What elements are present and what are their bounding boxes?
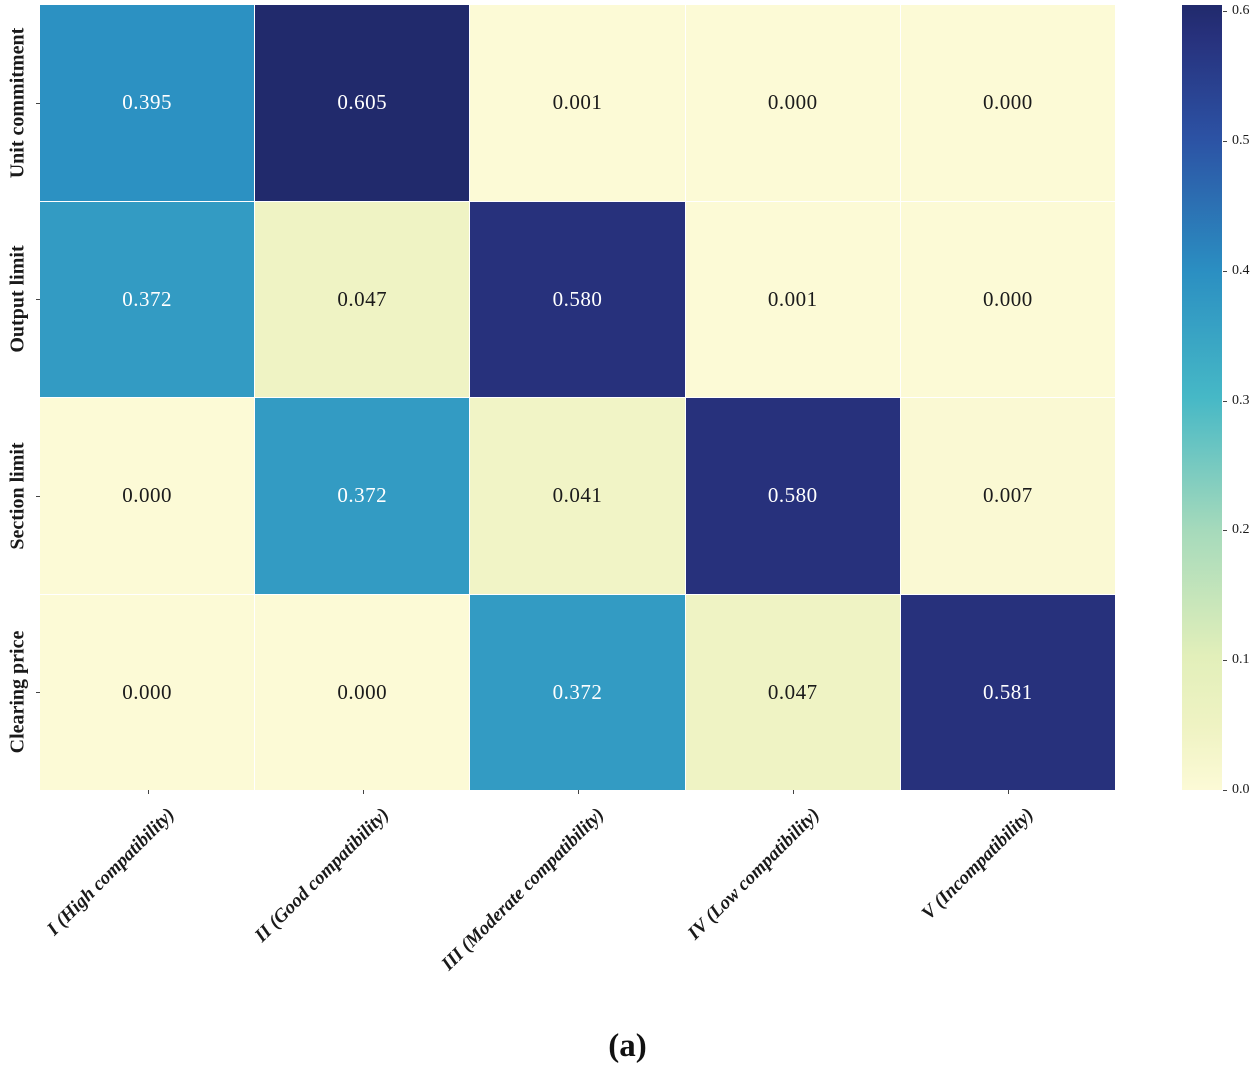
y-axis-label: Clearing price — [6, 630, 29, 754]
y-axis-tick — [36, 299, 40, 301]
colorbar-tick-label: 0.6 — [1232, 3, 1250, 19]
x-axis-label: I (High compatibility) — [42, 804, 179, 940]
heatmap-cell: 0.000 — [900, 5, 1115, 201]
x-axis-tick — [577, 790, 579, 794]
x-axis-tick — [1007, 790, 1009, 794]
colorbar-tick — [1223, 11, 1227, 13]
heatmap-cell: 0.001 — [685, 201, 900, 397]
x-axis-tick — [792, 790, 794, 794]
y-axis-tick — [36, 495, 40, 497]
colorbar-tick-label: 0.1 — [1232, 652, 1250, 668]
heatmap-plot: 0.395 0.605 0.001 0.000 0.000 0.372 0.047 0.580… — [40, 5, 1115, 790]
x-axis-label: II (Good compatibility) — [250, 804, 394, 947]
heatmap-cell: 0.000 — [40, 398, 255, 594]
colorbar-tick — [1223, 270, 1227, 272]
heatmap-cell: 0.041 — [470, 398, 685, 594]
figure-caption: (a) — [608, 1028, 647, 1064]
colorbar-tick-label: 0.5 — [1232, 133, 1250, 149]
heatmap-cell: 0.000 — [900, 201, 1115, 397]
y-axis-label: Unit commitment — [6, 27, 29, 179]
colorbar-tick-label: 0.3 — [1232, 392, 1250, 408]
colorbar-tick-label: 0.0 — [1232, 782, 1250, 797]
colorbar-tick — [1223, 530, 1227, 532]
y-axis-tick — [36, 691, 40, 693]
colorbar — [1182, 5, 1222, 790]
x-axis-label: III (Moderate compatibility) — [437, 804, 609, 975]
heatmap-cell: 0.372 — [40, 201, 255, 397]
x-axis-label: V (Incompatibility) — [918, 804, 1039, 925]
colorbar-tick — [1223, 790, 1227, 791]
heatmap-cell: 0.395 — [40, 5, 255, 201]
heatmap-cell: 0.605 — [255, 5, 470, 201]
heatmap-cell: 0.372 — [255, 398, 470, 594]
colorbar-tick — [1223, 400, 1227, 402]
heatmap-cell: 0.580 — [470, 201, 685, 397]
heatmap-cell: 0.007 — [900, 398, 1115, 594]
y-axis-label: Section limit — [6, 442, 29, 550]
x-axis-tick — [362, 790, 364, 794]
heatmap-cell: 0.580 — [685, 398, 900, 594]
y-axis-tick — [36, 103, 40, 105]
heatmap-cell: 0.047 — [685, 594, 900, 790]
heatmap-cell: 0.001 — [470, 5, 685, 201]
heatmap-cell: 0.000 — [40, 594, 255, 790]
heatmap-cell: 0.000 — [685, 5, 900, 201]
colorbar-tick — [1223, 141, 1227, 143]
colorbar-tick — [1223, 660, 1227, 662]
colorbar-tick-label: 0.2 — [1232, 522, 1250, 538]
x-axis-label: IV (Low compatibility) — [683, 804, 824, 944]
x-axis-tick — [147, 790, 149, 794]
heatmap-cell: 0.000 — [255, 594, 470, 790]
colorbar-tick-label: 0.4 — [1232, 262, 1250, 278]
y-axis-label: Output limit — [6, 245, 29, 353]
heatmap-cell: 0.581 — [900, 594, 1115, 790]
heatmap-cell: 0.047 — [255, 201, 470, 397]
heatmap-cell: 0.372 — [470, 594, 685, 790]
